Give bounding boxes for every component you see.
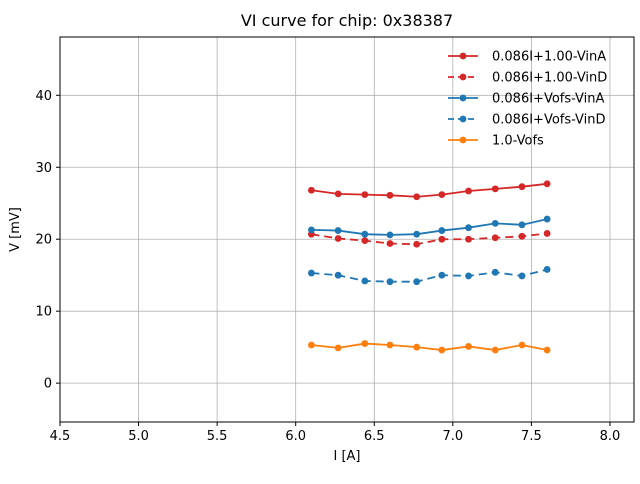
data-point <box>413 230 421 238</box>
legend-item-0: 0.086I+1.00-VinA <box>448 50 606 65</box>
data-point <box>334 227 342 234</box>
data-point <box>518 183 526 191</box>
data-point <box>438 227 446 234</box>
chart-title: VI curve for chip: 0x38387 <box>241 11 453 30</box>
x-tick-label: 6.0 <box>285 429 306 444</box>
data-point <box>386 191 394 199</box>
legend-label: 0.086I+1.00-VinA <box>492 50 606 65</box>
legend-label: 0.086I+1.00-VinD <box>492 71 607 86</box>
data-point <box>308 186 315 194</box>
data-point <box>543 266 551 273</box>
series-line-4 <box>311 342 548 351</box>
plot-area <box>60 37 634 422</box>
data-point <box>413 343 421 351</box>
data-point <box>518 272 526 280</box>
legend-marker <box>459 136 467 144</box>
data-point <box>334 235 342 242</box>
series-line-1 <box>311 232 548 246</box>
data-point <box>438 235 446 243</box>
ticks: 4.5 5.0 5.5 6.0 6.5 7.0 7.5 8.0 0 10 20 30 40 <box>35 89 620 444</box>
data-point <box>308 269 315 277</box>
data-point <box>465 272 472 280</box>
series-2 <box>308 215 551 239</box>
data-point <box>413 240 421 248</box>
series-0 <box>308 180 551 201</box>
legend-label: 0.086I+Vofs-VinD <box>492 113 606 128</box>
data-point <box>491 346 499 354</box>
y-tick-label: 40 <box>35 89 52 104</box>
series-4 <box>308 340 551 354</box>
data-point <box>386 231 394 239</box>
data-point <box>543 346 551 354</box>
series-line-3 <box>311 268 548 283</box>
legend-item-1: 0.086I+1.00-VinD <box>448 71 607 86</box>
data-point <box>334 190 342 198</box>
data-point <box>543 180 551 188</box>
data-point <box>465 343 472 350</box>
data-point <box>491 185 499 193</box>
data-point <box>465 235 472 243</box>
data-point <box>308 341 315 349</box>
y-tick-label: 0 <box>44 377 52 392</box>
y-tick-label: 30 <box>35 161 52 176</box>
data-point <box>361 230 369 238</box>
series-3 <box>308 266 551 286</box>
data-point <box>361 340 369 347</box>
data-point <box>386 240 394 247</box>
data-point <box>491 234 499 242</box>
grid <box>59 37 634 422</box>
legend-marker <box>459 52 467 60</box>
legend-item-4: 1.0-Vofs <box>448 134 544 149</box>
y-tick-label: 20 <box>35 233 52 248</box>
data-point <box>438 271 446 279</box>
data-point <box>465 187 472 195</box>
series-1 <box>308 230 551 248</box>
axes-frame <box>59 36 635 423</box>
series-line-0 <box>311 182 548 198</box>
data-point <box>438 191 446 198</box>
data-point <box>361 277 369 285</box>
x-tick-label: 4.5 <box>50 429 71 444</box>
data-point <box>438 346 446 354</box>
legend-label: 1.0-Vofs <box>492 134 544 149</box>
legend: 0.086I+1.00-VinA 0.086I+1.00-VinD 0.086I+V… <box>448 50 607 149</box>
y-tick-label: 10 <box>35 305 52 320</box>
data-point <box>543 215 551 223</box>
x-tick-label: 7.5 <box>521 429 542 444</box>
data-point <box>491 268 499 276</box>
data-point <box>413 193 421 201</box>
legend-marker <box>459 73 467 81</box>
data-point <box>386 278 394 286</box>
x-tick-label: 6.5 <box>364 429 385 444</box>
legend-label: 0.086I+Vofs-VinA <box>492 92 605 107</box>
legend-marker <box>459 94 467 102</box>
legend-item-3: 0.086I+Vofs-VinD <box>448 113 606 128</box>
data-point <box>518 221 526 229</box>
x-tick-label: 5.0 <box>128 429 149 444</box>
legend-marker <box>459 115 467 123</box>
x-tick-label: 7.0 <box>442 429 463 444</box>
data-point <box>361 237 369 245</box>
series-line-2 <box>311 218 548 236</box>
x-tick-label: 5.5 <box>207 429 228 444</box>
data-point <box>386 341 394 349</box>
x-axis-label: I [A] <box>333 449 360 464</box>
data-point <box>465 224 472 232</box>
data-point <box>334 271 342 279</box>
data-point <box>308 226 315 234</box>
data-point <box>518 341 526 349</box>
data-point <box>491 219 499 227</box>
data-point <box>413 278 421 286</box>
x-tick-label: 8.0 <box>600 429 621 444</box>
legend-item-2: 0.086I+Vofs-VinA <box>448 92 605 107</box>
data-point <box>543 230 551 237</box>
data-point <box>361 191 369 198</box>
data-point <box>334 344 342 352</box>
y-axis-label: V [mV] <box>8 207 23 252</box>
data-point <box>518 232 526 240</box>
